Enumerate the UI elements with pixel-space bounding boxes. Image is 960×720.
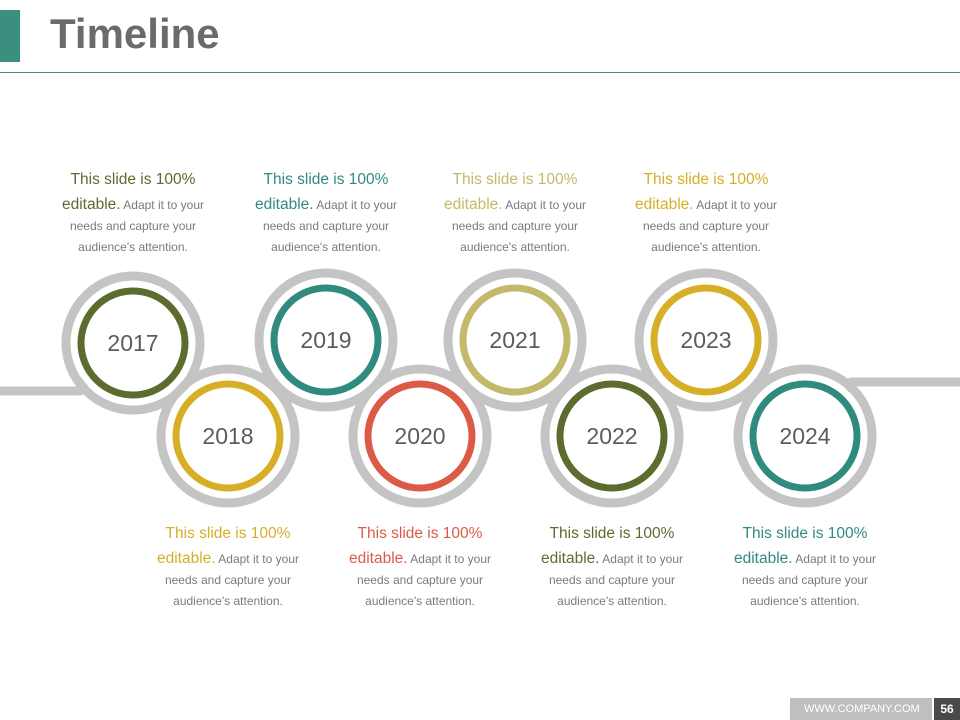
- milestone-detail-text: Adapt it to your: [792, 552, 876, 566]
- milestone-lead-word: editable.: [444, 196, 503, 213]
- milestone-detail-line: editable. Adapt it to your: [143, 548, 313, 570]
- milestone-detail: editable. Adapt it to your needs and capt…: [241, 194, 411, 258]
- milestone-detail: editable. Adapt it to your needs and capt…: [335, 548, 505, 612]
- track-ring: [733, 364, 877, 508]
- milestone-description-2022: This slide is 100% editable. Adapt it to …: [527, 520, 697, 612]
- milestone-detail-line: needs and capture your: [164, 573, 292, 587]
- milestone-detail-line: editable. Adapt it to your: [720, 548, 890, 570]
- milestone-year: 2019: [300, 327, 351, 353]
- footer: WWW.COMPANY.COM 56: [790, 698, 960, 720]
- milestone-year: 2018: [202, 423, 253, 449]
- milestone-lead-word: editable.: [635, 196, 694, 213]
- milestone-lead-word: editable.: [734, 550, 793, 567]
- milestone-ring-2023: [650, 284, 762, 396]
- milestone-detail-line: editable. Adapt it to your: [430, 194, 600, 216]
- milestone-detail: editable. Adapt it to your needs and capt…: [48, 194, 218, 258]
- milestone-headline: This slide is 100%: [549, 525, 675, 542]
- milestone-headline: This slide is 100%: [70, 171, 196, 188]
- milestone-lead-word: editable.: [349, 550, 408, 567]
- milestone-detail-line: needs and capture your: [262, 219, 390, 233]
- slide-title: Timeline: [50, 10, 220, 57]
- track-ring: [61, 271, 205, 415]
- milestone-detail-text: Adapt it to your: [313, 198, 397, 212]
- milestone-lead-word: editable.: [255, 196, 314, 213]
- milestone-detail-line: needs and capture your: [69, 219, 197, 233]
- milestone-ring-2017: [77, 287, 189, 399]
- milestone-detail-line: editable. Adapt it to your: [241, 194, 411, 216]
- milestone-lead-word: editable.: [157, 550, 216, 567]
- milestone-headline: This slide is 100%: [742, 525, 868, 542]
- milestone-detail: editable. Adapt it to your needs and capt…: [720, 548, 890, 612]
- milestone-detail: editable. Adapt it to your needs and capt…: [621, 194, 791, 258]
- track-ring: [634, 268, 778, 412]
- milestone-detail: editable. Adapt it to your needs and capt…: [527, 548, 697, 612]
- milestone-detail-line: audience's attention.: [460, 240, 570, 254]
- milestone-detail-line: editable. Adapt it to your: [621, 194, 791, 216]
- milestone-year: 2022: [586, 423, 637, 449]
- milestone-lead-word: editable.: [541, 550, 600, 567]
- milestone-detail-line: needs and capture your: [642, 219, 770, 233]
- milestone-detail-text: Adapt it to your: [215, 552, 299, 566]
- milestone-detail-line: needs and capture your: [356, 573, 484, 587]
- milestone-headline: This slide is 100%: [452, 171, 578, 188]
- track-lead-in: [0, 375, 88, 396]
- page-number: 56: [934, 698, 960, 720]
- title-divider: [0, 72, 960, 73]
- milestone-year: 2023: [680, 327, 731, 353]
- milestone-detail-line: audience's attention.: [557, 594, 667, 608]
- milestone-ring-2019: [270, 284, 382, 396]
- title-accent-bar: [0, 10, 20, 62]
- milestone-year: 2024: [779, 423, 830, 449]
- milestone-description-2019: This slide is 100% editable. Adapt it to …: [241, 166, 411, 258]
- milestone-detail-line: needs and capture your: [741, 573, 869, 587]
- milestone-lead-word: editable.: [62, 196, 121, 213]
- milestone-detail-text: Adapt it to your: [502, 198, 586, 212]
- milestone-detail-line: audience's attention.: [271, 240, 381, 254]
- milestone-detail-line: needs and capture your: [451, 219, 579, 233]
- milestone-detail-line: editable. Adapt it to your: [527, 548, 697, 570]
- milestone-description-2020: This slide is 100% editable. Adapt it to …: [335, 520, 505, 612]
- milestone-year: 2017: [107, 330, 158, 356]
- milestone-description-2017: This slide is 100% editable. Adapt it to …: [48, 166, 218, 258]
- milestone-detail-line: audience's attention.: [651, 240, 761, 254]
- milestone-detail-line: audience's attention.: [173, 594, 283, 608]
- milestone-year: 2020: [394, 423, 445, 449]
- milestone-detail: editable. Adapt it to your needs and capt…: [143, 548, 313, 612]
- track-ring: [443, 268, 587, 412]
- milestone-year: 2021: [489, 327, 540, 353]
- milestone-detail-text: Adapt it to your: [120, 198, 204, 212]
- milestone-description-2023: This slide is 100% editable. Adapt it to …: [621, 166, 791, 258]
- milestone-description-2018: This slide is 100% editable. Adapt it to …: [143, 520, 313, 612]
- milestone-detail: editable. Adapt it to your needs and capt…: [430, 194, 600, 258]
- milestone-detail-text: Adapt it to your: [693, 198, 777, 212]
- milestone-detail-text: Adapt it to your: [599, 552, 683, 566]
- track-ring: [156, 364, 300, 508]
- milestone-headline: This slide is 100%: [357, 525, 483, 542]
- track-ring: [254, 268, 398, 412]
- track-ring: [540, 364, 684, 508]
- timeline-rings: 2017 2018 2019 2020 2021 2022 2023 2024: [77, 284, 861, 492]
- milestone-detail-line: audience's attention.: [78, 240, 188, 254]
- milestone-detail-line: needs and capture your: [548, 573, 676, 587]
- track-ring: [348, 364, 492, 508]
- milestone-headline: This slide is 100%: [643, 171, 769, 188]
- milestone-detail-line: audience's attention.: [365, 594, 475, 608]
- footer-url: WWW.COMPANY.COM: [790, 698, 932, 720]
- milestone-detail-line: editable. Adapt it to your: [48, 194, 218, 216]
- milestone-detail-text: Adapt it to your: [407, 552, 491, 566]
- milestone-description-2024: This slide is 100% editable. Adapt it to …: [720, 520, 890, 612]
- milestone-ring-2018: [172, 380, 284, 492]
- milestone-ring-2021: [459, 284, 571, 396]
- milestone-headline: This slide is 100%: [263, 171, 389, 188]
- milestone-description-2021: This slide is 100% editable. Adapt it to …: [430, 166, 600, 258]
- track-lead-out: [844, 377, 960, 393]
- milestone-headline: This slide is 100%: [165, 525, 291, 542]
- milestone-detail-line: audience's attention.: [750, 594, 860, 608]
- milestone-detail-line: editable. Adapt it to your: [335, 548, 505, 570]
- milestone-ring-2024: [749, 380, 861, 492]
- milestone-ring-2020: [364, 380, 476, 492]
- milestone-ring-2022: [556, 380, 668, 492]
